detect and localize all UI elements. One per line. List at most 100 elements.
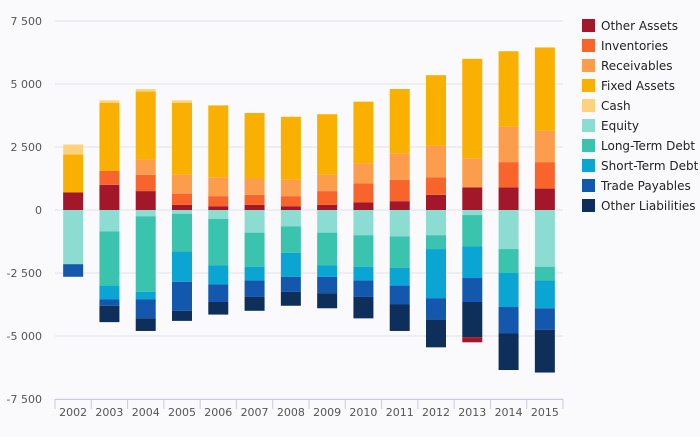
bar-segment[interactable] — [63, 192, 84, 210]
bar-segment[interactable] — [498, 210, 519, 250]
bar-segment[interactable] — [280, 226, 301, 253]
bar-segment[interactable] — [135, 318, 156, 331]
bar-segment[interactable] — [498, 187, 519, 210]
bar-segment[interactable] — [353, 101, 374, 164]
bar-segment[interactable] — [426, 210, 446, 236]
bar-segment[interactable] — [280, 291, 301, 306]
bar-segment[interactable] — [208, 196, 229, 207]
bar-segment[interactable] — [135, 89, 156, 92]
bar-segment[interactable] — [99, 100, 120, 103]
bar-segment[interactable] — [462, 246, 483, 279]
bar-segment[interactable] — [244, 112, 265, 179]
bar-segment[interactable] — [317, 114, 338, 175]
bar-segment[interactable] — [244, 296, 265, 311]
bar-segment[interactable] — [389, 285, 410, 305]
bar-segment[interactable] — [99, 305, 120, 323]
bar-segment[interactable] — [280, 179, 301, 197]
bar-segment[interactable] — [389, 267, 410, 286]
bar-segment[interactable] — [426, 177, 446, 195]
bar-segment[interactable] — [317, 276, 338, 294]
bar-segment[interactable] — [99, 102, 120, 171]
bar-segment[interactable] — [426, 75, 446, 146]
bar-segment[interactable] — [498, 307, 519, 334]
bar-segment[interactable] — [498, 126, 519, 163]
bar-segment[interactable] — [99, 299, 120, 306]
bar-segment[interactable] — [172, 213, 192, 252]
bar-segment[interactable] — [426, 298, 446, 320]
bar-segment[interactable] — [498, 162, 519, 188]
bar-segment[interactable] — [317, 174, 338, 192]
bar-segment[interactable] — [389, 201, 410, 210]
bar-segment[interactable] — [534, 47, 555, 131]
bar-segment[interactable] — [208, 301, 229, 315]
bar-segment[interactable] — [208, 105, 229, 178]
bar-segment[interactable] — [99, 285, 120, 300]
bar-segment[interactable] — [172, 100, 192, 103]
bar-segment[interactable] — [99, 184, 120, 210]
bar-segment[interactable] — [534, 162, 555, 189]
legend-item[interactable]: Receivables — [582, 59, 673, 73]
bar-segment[interactable] — [317, 232, 338, 266]
bar-segment[interactable] — [172, 251, 192, 282]
bar-segment[interactable] — [280, 252, 301, 277]
bar-segment[interactable] — [426, 249, 446, 299]
legend-item[interactable]: Cash — [582, 99, 631, 113]
bar-segment[interactable] — [353, 202, 374, 210]
bar-segment[interactable] — [208, 284, 229, 302]
bar-segment[interactable] — [426, 194, 446, 210]
bar-segment[interactable] — [63, 144, 84, 155]
bar-segment[interactable] — [63, 154, 84, 193]
bar-segment[interactable] — [99, 170, 120, 185]
legend-item[interactable]: Short-Term Debt — [582, 159, 699, 173]
bar-segment[interactable] — [135, 210, 156, 217]
bar-segment[interactable] — [353, 235, 374, 267]
bar-segment[interactable] — [534, 329, 555, 373]
bar-segment[interactable] — [280, 116, 301, 180]
legend-item[interactable]: Trade Payables — [582, 179, 691, 193]
bar-segment[interactable] — [353, 163, 374, 184]
bar-segment[interactable] — [534, 280, 555, 309]
bar-segment[interactable] — [534, 266, 555, 281]
bar-segment[interactable] — [498, 51, 519, 127]
bar-segment[interactable] — [172, 310, 192, 321]
bar-segment[interactable] — [534, 188, 555, 210]
bar-segment[interactable] — [99, 210, 120, 232]
bar-segment[interactable] — [389, 153, 410, 180]
bar-segment[interactable] — [280, 206, 301, 210]
bar-segment[interactable] — [135, 174, 156, 192]
bar-segment[interactable] — [280, 276, 301, 292]
bar-segment[interactable] — [208, 218, 229, 266]
bar-segment[interactable] — [244, 232, 265, 267]
bar-segment[interactable] — [280, 196, 301, 207]
legend-item[interactable]: Fixed Assets — [582, 79, 675, 93]
bar-segment[interactable] — [172, 210, 192, 214]
bar-segment[interactable] — [99, 231, 120, 286]
bar-segment[interactable] — [389, 89, 410, 154]
bar-segment[interactable] — [426, 235, 446, 250]
bar-segment[interactable] — [462, 337, 483, 343]
bar-segment[interactable] — [63, 210, 84, 265]
bar-segment[interactable] — [353, 266, 374, 281]
bar-segment[interactable] — [353, 210, 374, 236]
bar-segment[interactable] — [534, 130, 555, 163]
legend-item[interactable]: Other Assets — [582, 19, 678, 33]
bar-segment[interactable] — [353, 280, 374, 297]
bar-segment[interactable] — [280, 210, 301, 227]
bar-segment[interactable] — [135, 216, 156, 292]
bar-segment[interactable] — [244, 178, 265, 195]
bar-segment[interactable] — [172, 204, 192, 210]
bar-segment[interactable] — [462, 187, 483, 210]
legend-item[interactable]: Inventories — [582, 39, 668, 53]
bar-segment[interactable] — [317, 265, 338, 277]
bar-segment[interactable] — [208, 177, 229, 197]
bar-segment[interactable] — [389, 179, 410, 202]
legend-item[interactable]: Other Liabilities — [582, 199, 696, 213]
bar-segment[interactable] — [135, 299, 156, 319]
bar-segment[interactable] — [172, 193, 192, 205]
bar-segment[interactable] — [135, 191, 156, 210]
bar-segment[interactable] — [208, 265, 229, 285]
bar-segment[interactable] — [462, 210, 483, 216]
bar-segment[interactable] — [244, 266, 265, 281]
bar-segment[interactable] — [244, 204, 265, 210]
bar-segment[interactable] — [462, 158, 483, 188]
